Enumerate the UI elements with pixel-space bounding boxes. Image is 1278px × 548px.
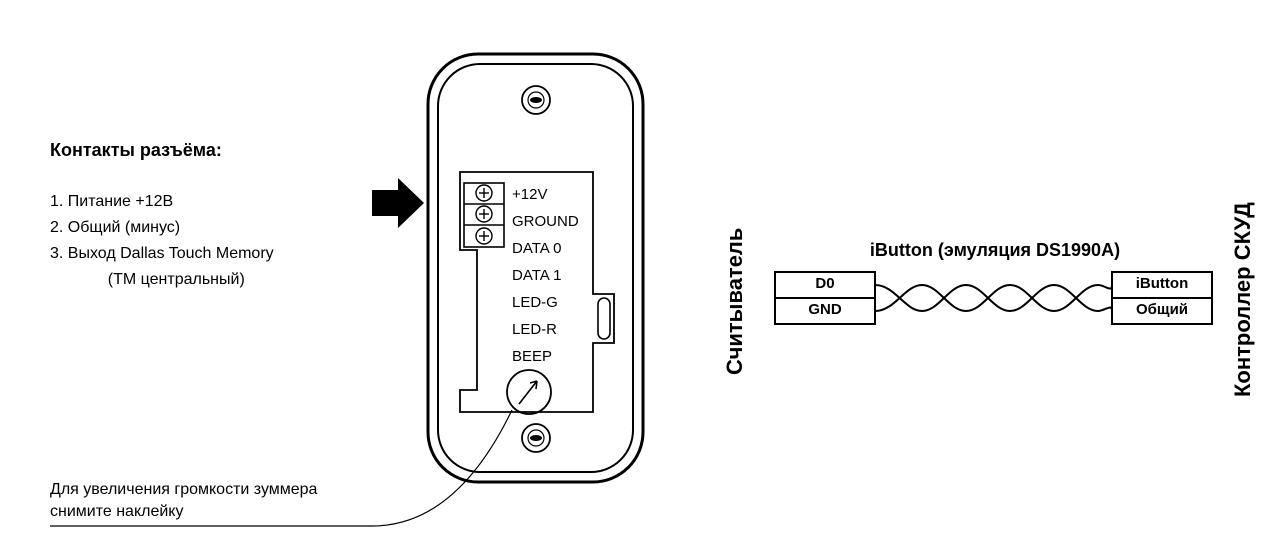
reader-term-1: GND	[775, 301, 875, 318]
pin-label-0: +12V	[512, 186, 547, 203]
twisted-pair-cable	[875, 285, 1112, 311]
diagram-svg	[0, 0, 1278, 548]
pin-label-3: DATA 1	[512, 267, 561, 284]
wiring-title: iButton (эмуляция DS1990A)	[830, 240, 1160, 261]
controller-vlabel: Контроллер СКУД	[1230, 130, 1256, 470]
pin-label-1: GROUND	[512, 213, 579, 230]
board-slot	[598, 298, 610, 339]
top-screw-icon	[522, 86, 550, 114]
pin-label-6: BEEP	[512, 348, 552, 365]
terminal-block	[464, 183, 504, 247]
pin-label-2: DATA 0	[512, 240, 561, 257]
pin-label-5: LED-R	[512, 321, 557, 338]
controller-term-1: Общий	[1112, 301, 1212, 318]
arrow-icon	[372, 178, 424, 228]
pin-label-4: LED-G	[512, 294, 558, 311]
bottom-screw-icon	[522, 424, 550, 452]
reader-vlabel: Считыватель	[722, 176, 748, 426]
buzzer-icon	[507, 370, 551, 414]
controller-term-0: iButton	[1112, 275, 1212, 292]
reader-term-0: D0	[775, 275, 875, 292]
board-outline	[460, 172, 614, 412]
